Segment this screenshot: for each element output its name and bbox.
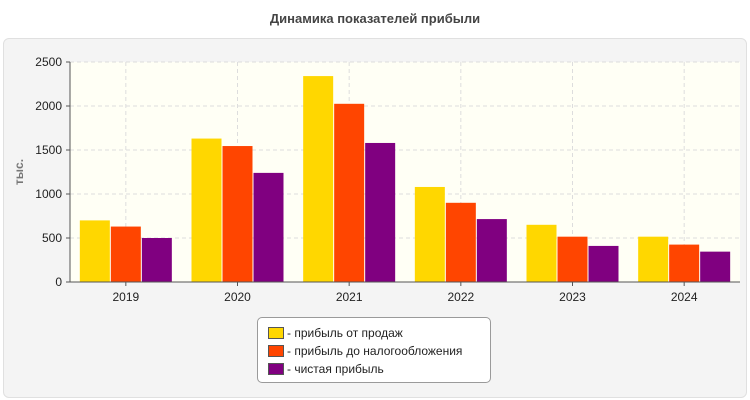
x-tick-label: 2020 xyxy=(224,290,251,304)
legend-swatch-net-profit xyxy=(268,363,284,375)
bar-2023-series-3 xyxy=(588,245,619,282)
y-tick-label: 1000 xyxy=(35,187,62,201)
bar-2020-series-3 xyxy=(253,172,284,282)
bar-2019-series-3 xyxy=(141,238,172,282)
bar-2022-series-3 xyxy=(476,219,507,282)
bar-2023-series-2 xyxy=(557,236,588,282)
x-tick-label: 2019 xyxy=(112,290,139,304)
x-tick-label: 2021 xyxy=(336,290,363,304)
bars xyxy=(79,76,731,282)
plot-area xyxy=(70,62,740,282)
legend-swatch-sales-profit xyxy=(268,327,284,339)
bar-2020-series-1 xyxy=(191,138,222,282)
bar-2020-series-2 xyxy=(222,146,253,282)
legend-item-sales-profit: - прибыль от продаж xyxy=(268,324,490,342)
x-tick-label: 2022 xyxy=(447,290,474,304)
x-tick-label: 2024 xyxy=(671,290,698,304)
legend-swatch-pretax-profit xyxy=(268,345,284,357)
chart-title: Динамика показателей прибыли xyxy=(269,11,481,26)
bar-2024-series-2 xyxy=(669,244,700,282)
y-tick-label: 500 xyxy=(42,231,62,245)
bar-2019-series-2 xyxy=(110,226,141,282)
x-tick-label: 2023 xyxy=(559,290,586,304)
bar-2022-series-2 xyxy=(445,202,476,282)
bar-2024-series-1 xyxy=(638,236,669,282)
bar-2021-series-1 xyxy=(303,76,334,282)
y-axis-title: тыс. xyxy=(12,159,26,185)
y-tick-label: 2000 xyxy=(35,99,62,113)
axes: 0 500 1000 1500 2000 2500 2019 2020 2021 2022 2023… xyxy=(35,55,740,304)
y-tick-label: 0 xyxy=(55,275,62,289)
bar-2024-series-3 xyxy=(700,251,731,282)
legend-item-net-profit: - чистая прибыль xyxy=(268,360,490,378)
chart-legend: - прибыль от продаж - прибыль до налогоо… xyxy=(257,317,491,383)
bar-2021-series-2 xyxy=(334,103,365,282)
bar-2022-series-1 xyxy=(414,186,445,282)
legend-label-sales-profit: - прибыль от продаж xyxy=(287,326,403,340)
y-tick-label: 2500 xyxy=(35,55,62,69)
legend-label-net-profit: - чистая прибыль xyxy=(287,362,384,376)
legend-label-pretax-profit: - прибыль до налогообложения xyxy=(287,344,463,358)
bar-2021-series-3 xyxy=(365,142,396,282)
legend-item-pretax-profit: - прибыль до налогообложения xyxy=(268,342,490,360)
bar-2023-series-1 xyxy=(526,224,557,282)
bar-2019-series-1 xyxy=(79,220,110,282)
y-tick-label: 1500 xyxy=(35,143,62,157)
